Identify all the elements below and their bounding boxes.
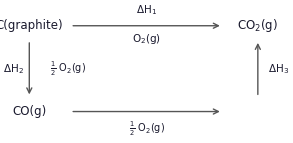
Text: $\frac{1}{2}$ O$_2$(g): $\frac{1}{2}$ O$_2$(g) <box>50 59 86 78</box>
Text: $\Delta$H$_2$: $\Delta$H$_2$ <box>3 62 24 76</box>
Text: $\frac{1}{2}$ O$_2$(g): $\frac{1}{2}$ O$_2$(g) <box>129 120 164 138</box>
Text: C(graphite): C(graphite) <box>0 19 63 32</box>
Text: CO(g): CO(g) <box>12 105 46 118</box>
Text: O$_2$(g): O$_2$(g) <box>132 32 161 46</box>
Text: CO$_2$(g): CO$_2$(g) <box>237 17 278 34</box>
Text: $\Delta$H$_3$: $\Delta$H$_3$ <box>268 62 289 76</box>
Text: $\Delta$H$_1$: $\Delta$H$_1$ <box>136 3 157 17</box>
